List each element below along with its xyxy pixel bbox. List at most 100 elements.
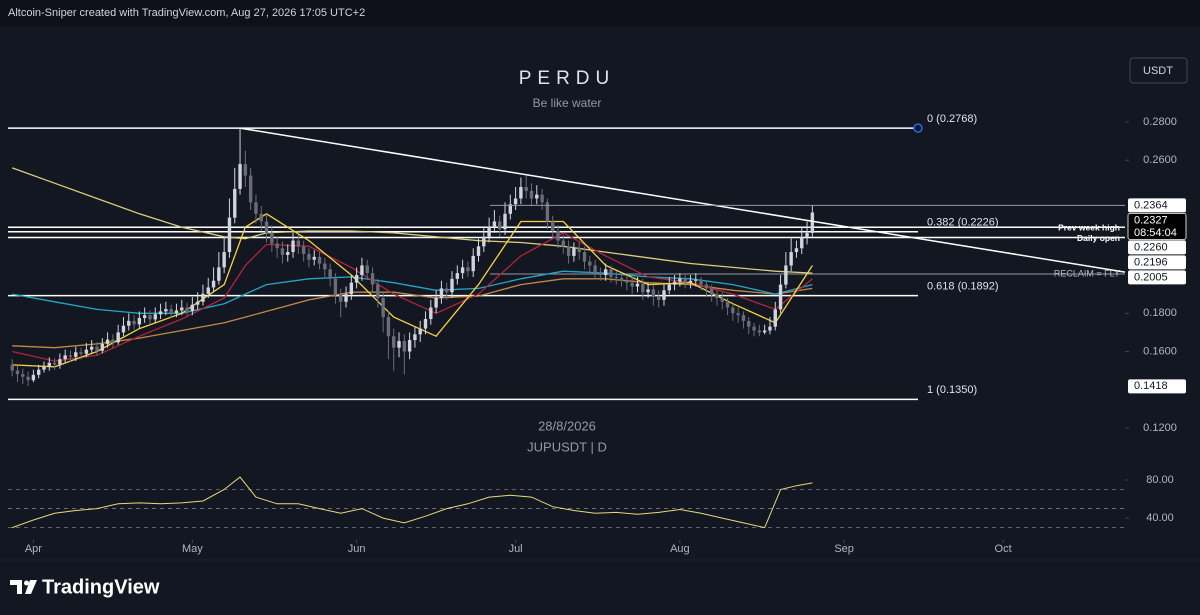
candle-body: [556, 231, 560, 241]
candle-body: [529, 190, 534, 199]
rsi-tick-label: 40.00: [1146, 512, 1174, 524]
candle-body: [190, 304, 195, 311]
candle-body: [254, 202, 258, 214]
candle-body: [370, 273, 375, 285]
candle-body: [79, 352, 83, 354]
price-box-label: 0.2260: [1134, 241, 1168, 253]
price-box: [1128, 379, 1186, 394]
candle-body: [195, 301, 200, 305]
x-tick-label: Jul: [509, 543, 523, 555]
candle-body: [296, 240, 301, 247]
price-box-label: 0.2005: [1134, 271, 1168, 283]
fib-label: 0.618 (0.1892): [927, 281, 999, 293]
candle-body: [206, 287, 210, 294]
candle-body: [238, 164, 242, 189]
logo-dot: [24, 580, 29, 586]
currency-button[interactable]: [1129, 57, 1188, 84]
candle-body: [392, 336, 396, 348]
price-box: [1128, 198, 1186, 213]
candle-body: [810, 212, 815, 233]
x-tick-label: Sep: [834, 543, 854, 555]
candle-body: [476, 246, 481, 256]
candle-body: [683, 278, 687, 283]
candle-body: [694, 279, 698, 281]
candle-body: [402, 341, 407, 352]
candle-body: [619, 277, 624, 281]
candle-body: [227, 217, 232, 253]
level-anchor: [913, 123, 923, 133]
candle-body: [498, 221, 502, 230]
countdown: 08:54:04: [1134, 227, 1177, 239]
moving-average: [12, 270, 813, 314]
candle-body: [800, 236, 804, 249]
brand-logo: [10, 580, 37, 594]
moving-average: [12, 213, 813, 368]
candle-body: [662, 290, 666, 300]
y-tick-label: 0.1800: [1143, 307, 1177, 319]
candle-body: [95, 346, 99, 351]
candle-body: [158, 311, 163, 315]
fib-label: 1 (0.1350): [927, 384, 977, 396]
chart-subtitle: Be like water: [533, 96, 602, 110]
candle-body: [317, 256, 322, 264]
candle-body: [31, 374, 36, 381]
candle-body: [614, 276, 618, 278]
candle-body: [52, 362, 57, 365]
candle-body: [508, 204, 513, 214]
candle-body: [699, 279, 703, 285]
candle-body: [217, 267, 221, 281]
candle-body: [407, 340, 412, 352]
candle-body: [323, 263, 327, 270]
candle-body: [84, 349, 89, 354]
candle-body: [36, 369, 41, 375]
candle-body: [784, 265, 788, 285]
candle-body: [651, 289, 656, 297]
candle-body: [630, 282, 634, 287]
candle-body: [550, 221, 555, 232]
annotation-label: Prev week high: [1058, 222, 1120, 232]
candle-body: [731, 307, 735, 314]
candle-body: [482, 236, 486, 247]
price-box-label: 0.1418: [1134, 380, 1168, 392]
candle-body: [625, 280, 629, 283]
candle-body: [641, 283, 645, 293]
x-tick-label: Jun: [348, 543, 366, 555]
candle-body: [169, 309, 173, 314]
logo-mark: [10, 580, 22, 594]
candle-body: [180, 307, 184, 311]
candle-body: [434, 297, 438, 308]
candle-body: [111, 339, 115, 343]
candle-body: [354, 275, 359, 283]
candle-body: [349, 282, 354, 295]
candle-body: [63, 355, 67, 360]
candle-body: [222, 252, 226, 268]
candle-body: [74, 352, 78, 357]
symbol-watermark: JUPUSDT | D: [527, 439, 607, 454]
candle-body: [572, 248, 576, 256]
candle-body: [142, 315, 147, 319]
price-box-label: 0.2364: [1134, 199, 1168, 211]
candle-body: [89, 346, 94, 350]
candle-body: [466, 267, 470, 272]
candle-body: [545, 202, 550, 222]
header-bar: [0, 0, 1200, 26]
brand-name: TradingView: [42, 576, 160, 598]
fib-label: 0 (0.2768): [927, 113, 977, 125]
rsi-line: [12, 476, 813, 529]
currency-label[interactable]: USDT: [1143, 65, 1173, 77]
candle-body: [609, 269, 613, 277]
annotation-label: RECLAIM = FLY: [1054, 268, 1120, 278]
candle-body: [688, 280, 693, 283]
candle-body: [286, 252, 290, 255]
candle-body: [450, 278, 454, 293]
price-box: [1128, 270, 1186, 285]
candle-body: [21, 374, 25, 377]
candle-body: [445, 288, 449, 293]
candle-body: [704, 284, 709, 289]
candle-body: [752, 326, 756, 331]
y-tick-label: 0.1200: [1143, 422, 1177, 434]
candle-body: [492, 221, 497, 228]
candle-body: [137, 318, 142, 325]
